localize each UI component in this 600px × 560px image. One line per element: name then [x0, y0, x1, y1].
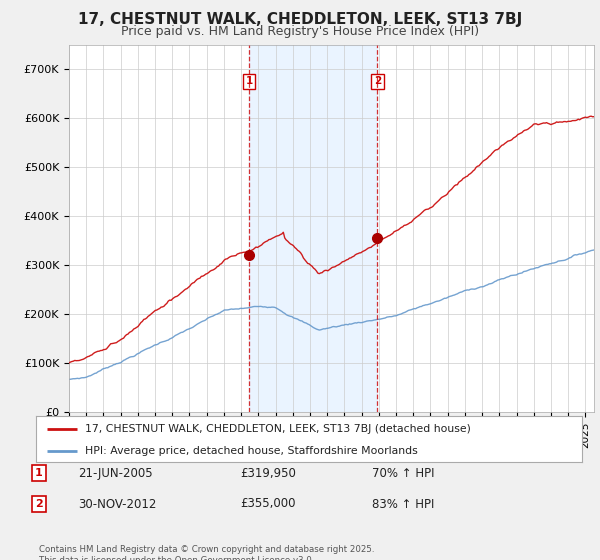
Text: 2: 2	[374, 77, 381, 86]
Text: £355,000: £355,000	[240, 497, 296, 511]
Text: Contains HM Land Registry data © Crown copyright and database right 2025.
This d: Contains HM Land Registry data © Crown c…	[39, 545, 374, 560]
Text: 17, CHESTNUT WALK, CHEDDLETON, LEEK, ST13 7BJ: 17, CHESTNUT WALK, CHEDDLETON, LEEK, ST1…	[78, 12, 522, 27]
Text: 1: 1	[245, 77, 253, 86]
Text: 2: 2	[35, 499, 43, 509]
Text: 70% ↑ HPI: 70% ↑ HPI	[372, 466, 434, 480]
Text: 1: 1	[35, 468, 43, 478]
Text: HPI: Average price, detached house, Staffordshire Moorlands: HPI: Average price, detached house, Staf…	[85, 446, 418, 455]
Text: 30-NOV-2012: 30-NOV-2012	[78, 497, 157, 511]
Bar	[249, 45, 377, 412]
Text: 21-JUN-2005: 21-JUN-2005	[78, 466, 152, 480]
Text: Price paid vs. HM Land Registry's House Price Index (HPI): Price paid vs. HM Land Registry's House …	[121, 25, 479, 38]
Text: £319,950: £319,950	[240, 466, 296, 480]
Text: 83% ↑ HPI: 83% ↑ HPI	[372, 497, 434, 511]
Text: 17, CHESTNUT WALK, CHEDDLETON, LEEK, ST13 7BJ (detached house): 17, CHESTNUT WALK, CHEDDLETON, LEEK, ST1…	[85, 424, 471, 434]
